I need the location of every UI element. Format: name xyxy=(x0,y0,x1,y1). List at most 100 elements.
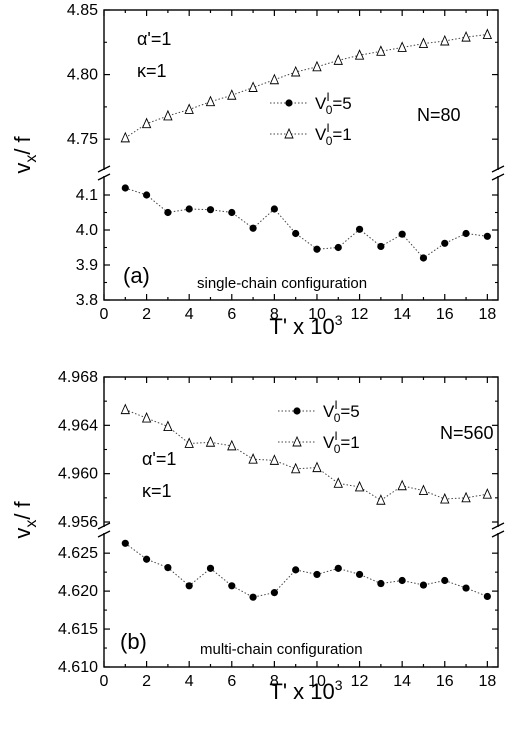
data-point-open-triangle xyxy=(376,45,386,56)
data-point-open-triangle xyxy=(482,488,493,499)
axis-break-mark-right xyxy=(491,530,505,538)
data-point-open-triangle xyxy=(248,453,258,464)
legend-label-sub: 0 xyxy=(334,411,341,425)
series-line-2 xyxy=(125,34,488,139)
data-point-filled-circle xyxy=(249,224,257,232)
x-tick-label: 8 xyxy=(270,673,279,690)
y-tick-label-lower: 3.9 xyxy=(76,257,98,274)
configuration-label: multi-chain configuration xyxy=(200,641,363,658)
y-axis-title-text: v xyxy=(10,163,35,174)
data-point-open-triangle xyxy=(184,437,194,448)
data-point-filled-circle xyxy=(185,205,193,213)
data-point-filled-circle xyxy=(121,539,129,547)
legend-label-tail: =1 xyxy=(340,433,359,452)
data-point-filled-circle xyxy=(313,245,321,253)
data-point-filled-circle xyxy=(313,570,321,579)
data-point-filled-circle xyxy=(398,230,406,238)
y-axis-title-tail: / f xyxy=(10,500,35,519)
data-point-filled-circle xyxy=(334,564,342,572)
data-point-open-triangle xyxy=(227,89,237,100)
data-point-filled-circle xyxy=(377,579,385,588)
data-point-open-triangle xyxy=(397,41,407,52)
parameter-label: α'=1 xyxy=(142,449,176,469)
y-tick-label-upper: 4.968 xyxy=(58,369,98,386)
y-axis-title: vx/ f xyxy=(10,135,40,173)
data-point-filled-circle xyxy=(462,584,470,592)
x-tick-label: 4 xyxy=(185,306,194,323)
y-tick-label-upper: 4.80 xyxy=(67,67,98,84)
y-tick-label-upper: 4.85 xyxy=(67,2,98,19)
data-point-filled-circle xyxy=(228,582,236,590)
axis-break-mark-right xyxy=(491,522,505,530)
legend-label-sup: I xyxy=(326,90,329,104)
data-point-filled-circle xyxy=(164,208,172,217)
data-point-filled-circle xyxy=(462,229,470,238)
legend-label: VI 0=5 xyxy=(323,398,360,425)
legend-label: VI 0=1 xyxy=(323,429,360,456)
legend-label-sup: I xyxy=(326,121,329,135)
chart-panel-2: 0 2 4 6 8 10 12 14 16 18 4.956 4.960 4.964 4.968 4.610… xyxy=(10,369,506,704)
legend-label-base: V xyxy=(315,125,327,144)
data-point-open-triangle xyxy=(397,479,407,491)
y-tick-label-upper: 4.956 xyxy=(58,514,98,531)
data-point-filled-circle xyxy=(483,592,491,601)
x-axis-title-text: T' x 10 xyxy=(269,679,334,704)
data-point-filled-circle xyxy=(121,184,129,192)
legend-label: VI 0=5 xyxy=(315,90,352,117)
legend-label-base: V xyxy=(323,402,335,421)
legend-marker-open-triangle xyxy=(292,435,302,447)
x-axis-title-exponent: 3 xyxy=(335,677,343,693)
legend-label-base: V xyxy=(315,94,327,113)
x-tick-label: 4 xyxy=(185,673,194,690)
x-tick-label: 16 xyxy=(436,673,454,690)
data-point-open-triangle xyxy=(440,492,450,504)
y-tick-label-lower: 3.8 xyxy=(76,292,98,309)
data-point-filled-circle xyxy=(249,593,257,601)
data-point-open-triangle xyxy=(120,131,130,143)
legend-label-sup: I xyxy=(334,398,337,412)
axis-break-mark-right xyxy=(491,173,505,181)
x-tick-label: 12 xyxy=(351,673,369,690)
legend-marker-filled-circle xyxy=(285,99,293,107)
x-tick-label: 12 xyxy=(351,306,369,323)
legend-marker-open-triangle xyxy=(284,127,294,139)
data-point-open-triangle xyxy=(312,60,322,72)
x-tick-label: 0 xyxy=(100,306,109,323)
parameter-label: κ=1 xyxy=(142,481,172,501)
legend-label-tail: =5 xyxy=(340,402,359,421)
data-point-filled-circle xyxy=(164,563,172,572)
data-point-open-triangle xyxy=(205,95,216,107)
x-axis-title-exponent: 3 xyxy=(335,312,343,328)
legend-label-tail: =1 xyxy=(332,125,351,144)
x-tick-label: 10 xyxy=(308,673,326,690)
x-axis-title: T' x 103 xyxy=(269,677,342,704)
data-point-filled-circle xyxy=(398,576,406,585)
data-point-filled-circle xyxy=(377,242,385,251)
data-point-open-triangle xyxy=(163,420,173,431)
y-tick-label-lower: 4.615 xyxy=(58,621,98,638)
data-point-filled-circle xyxy=(270,589,278,597)
x-tick-label: 8 xyxy=(270,306,279,323)
axis-break-mark-left xyxy=(97,530,111,538)
y-tick-label-lower: 4.0 xyxy=(76,222,98,239)
axis-break-gap-right xyxy=(492,527,506,533)
data-point-open-triangle xyxy=(376,494,386,505)
data-point-open-triangle xyxy=(354,49,365,60)
series-line-1 xyxy=(125,187,488,259)
data-point-open-triangle xyxy=(227,439,237,451)
n-label: N=80 xyxy=(417,105,461,125)
parameter-label: α'=1 xyxy=(137,29,171,49)
y-tick-label-upper: 4.964 xyxy=(58,417,98,434)
y-axis-title-text: v xyxy=(10,528,35,539)
axis-break-mark-left xyxy=(97,165,111,173)
chart-panel-1: 0 2 4 6 8 10 12 14 16 18 4.75 4.80 4.85 3.8 3.9 4.0 4.1 T… xyxy=(10,2,506,339)
data-point-open-triangle xyxy=(418,37,429,49)
axis-break-mark-left xyxy=(97,173,111,181)
data-point-filled-circle xyxy=(483,232,491,240)
data-point-open-triangle xyxy=(290,65,301,77)
data-point-open-triangle xyxy=(141,411,152,423)
data-point-filled-circle xyxy=(206,206,215,214)
data-point-filled-circle xyxy=(142,191,151,199)
data-point-open-triangle xyxy=(461,491,471,503)
legend-label-sub: 0 xyxy=(326,103,333,117)
